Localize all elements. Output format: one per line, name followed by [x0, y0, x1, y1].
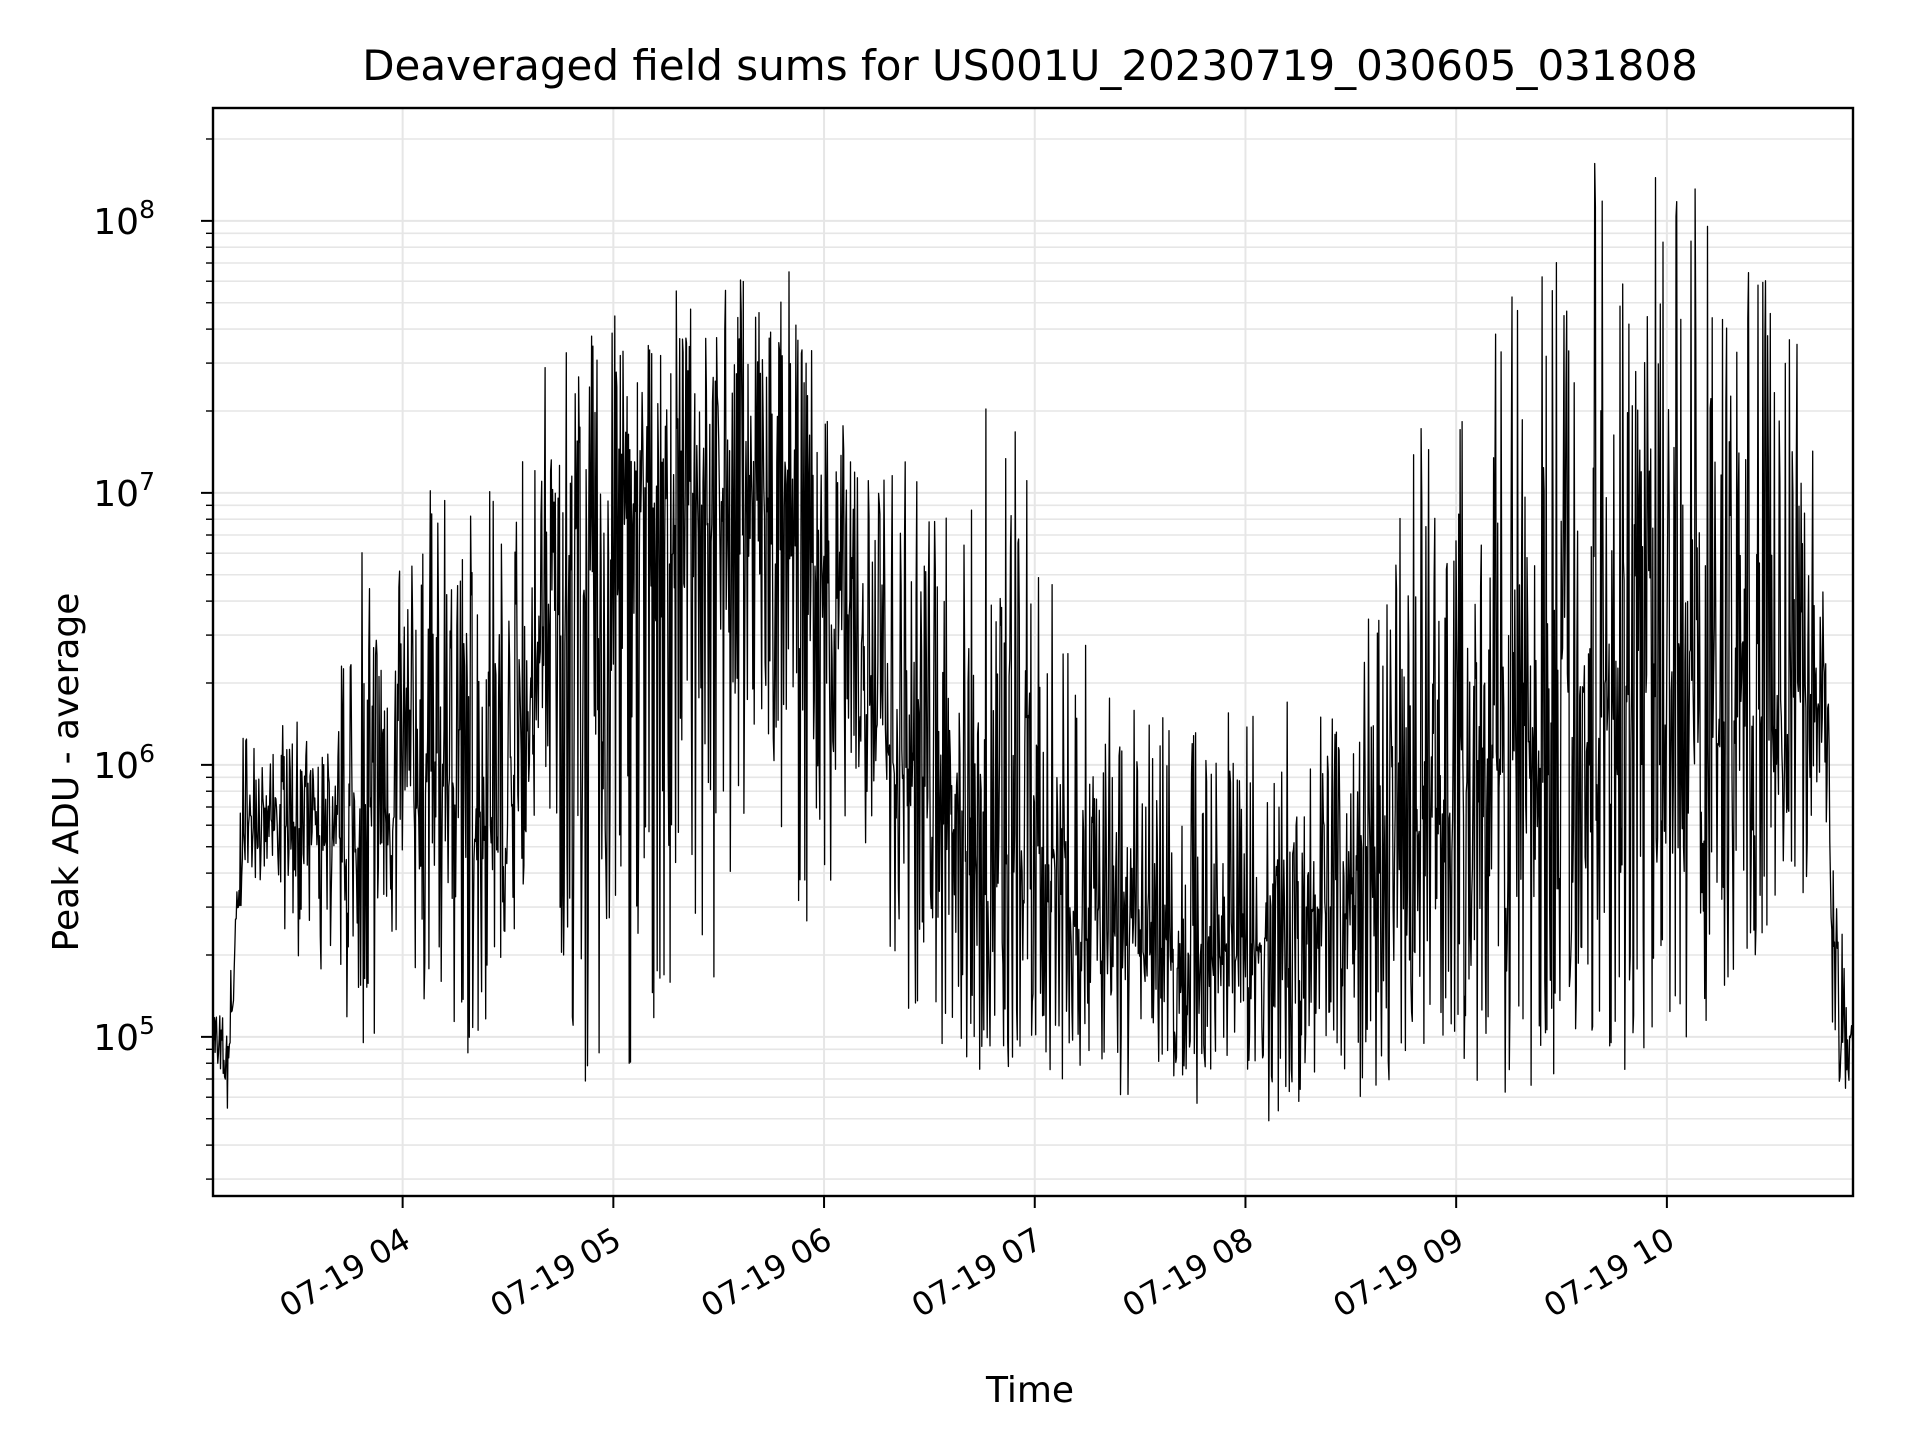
series-line	[212, 162, 1854, 1122]
y-tick-label: 107	[93, 467, 155, 515]
y-tick-label: 105	[93, 1011, 155, 1059]
chart-title: Deaveraged field sums for US001U_2023071…	[362, 41, 1698, 90]
y-tick-label: 106	[93, 739, 155, 787]
x-axis-label: Time	[985, 1370, 1074, 1411]
plot-frame	[211, 106, 1855, 1198]
y-axis: 105 106 107 108	[93, 138, 213, 1180]
y-axis-label: Peak ADU - average	[46, 593, 87, 952]
plot-area	[212, 162, 1854, 1122]
y-tick-label: 108	[93, 195, 155, 243]
